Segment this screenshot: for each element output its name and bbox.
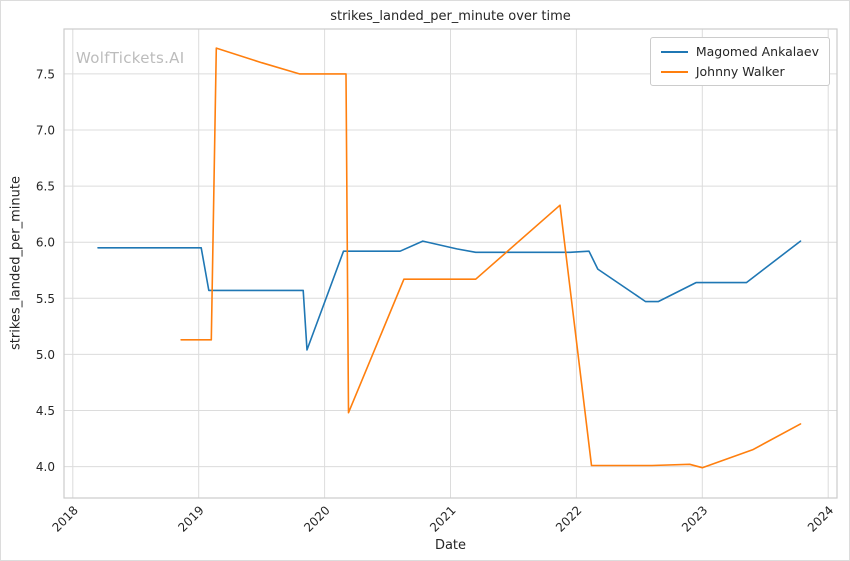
x-tick-label: 2022 [553, 503, 584, 534]
legend-label: Magomed Ankalaev [695, 44, 819, 59]
x-tick-label: 2019 [175, 503, 206, 534]
legend-entry: Johnny Walker [660, 64, 819, 79]
x-tick-label: 2021 [427, 503, 458, 534]
watermark: WolfTickets.AI [76, 49, 185, 67]
x-tick-label: 2018 [49, 503, 80, 534]
series-line-1 [180, 47, 802, 469]
y-tick-label: 7.0 [36, 124, 55, 138]
y-tick-label: 5.0 [36, 348, 55, 362]
y-axis-label: strikes_landed_per_minute [8, 176, 24, 350]
x-axis-label: Date [434, 538, 467, 553]
y-tick-label: 4.5 [36, 404, 55, 418]
grid-lines [64, 29, 837, 498]
y-tick-label: 6.5 [36, 180, 55, 194]
legend-label: Johnny Walker [695, 64, 785, 79]
y-tick-label: 6.0 [36, 236, 55, 250]
series-line-0 [97, 240, 802, 351]
legend-line-swatch [660, 70, 688, 73]
plot-border [63, 28, 838, 499]
y-tick-label: 4.0 [36, 460, 55, 474]
legend: Magomed Ankalaev Johnny Walker [649, 37, 830, 86]
y-tick-label: 7.5 [36, 67, 55, 81]
x-tick-label: 2024 [805, 503, 836, 534]
x-tick-label: 2020 [301, 503, 332, 534]
legend-line-swatch [660, 50, 688, 53]
x-tick-label: 2023 [679, 503, 710, 534]
chart-title: strikes_landed_per_minute over time [330, 9, 571, 24]
y-tick-label: 5.5 [36, 292, 55, 306]
legend-entry: Magomed Ankalaev [660, 44, 819, 59]
